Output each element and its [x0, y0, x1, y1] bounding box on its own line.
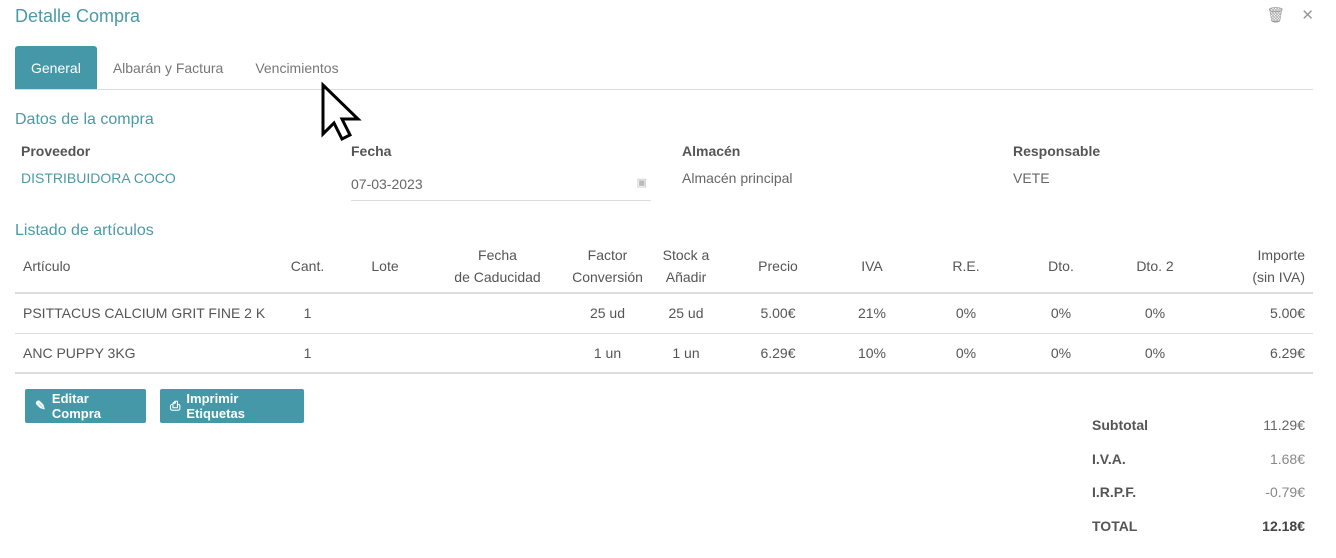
column-header: Stock a Añadir	[645, 240, 727, 294]
column-header: Fecha de Caducidad	[425, 240, 570, 294]
table-cell: 5.00€	[727, 293, 829, 334]
column-header: Lote	[345, 240, 425, 294]
iva-value: 1.68€	[1269, 451, 1305, 467]
table-cell: 1	[270, 293, 345, 334]
irpf-row: I.R.P.F. -0.79€	[1092, 484, 1305, 500]
column-header: Dto.	[1017, 240, 1105, 294]
subtotal-value: 11.29€	[1263, 417, 1305, 433]
irpf-value: -0.79€	[1265, 484, 1305, 500]
articles-table: Artículo Cant. Lote Fecha de Caducidad Factor…	[15, 240, 1313, 374]
mouse-cursor-icon	[321, 82, 362, 142]
proveedor-label: Proveedor	[21, 143, 91, 159]
close-icon[interactable]: ✕	[1301, 7, 1314, 24]
column-header: Cant.	[270, 240, 345, 294]
print-labels-button[interactable]: ⎙ Imprimir Etiquetas	[160, 389, 304, 423]
calendar-icon[interactable]: ▣	[636, 177, 647, 189]
table-cell: 1 un	[645, 333, 727, 374]
table-header: Artículo Cant. Lote Fecha de Caducidad Factor…	[15, 240, 1313, 294]
total-label: TOTAL	[1092, 518, 1138, 534]
table-row[interactable]: PSITTACUS CALCIUM GRIT FINE 2 K 1 25 ud 25 …	[15, 293, 1313, 334]
table-cell: 25 ud	[645, 293, 727, 334]
table-row[interactable]: ANC PUPPY 3KG 1 1 un 1 un 6.29€ 10% 0% 0% 0% 6.29…	[15, 333, 1313, 374]
table-cell: 0%	[1105, 333, 1205, 374]
table-cell: 21%	[829, 293, 915, 334]
print-label: Imprimir Etiquetas	[186, 391, 245, 421]
header-actions: 🗑︎ ✕	[1266, 6, 1314, 24]
table-cell: PSITTACUS CALCIUM GRIT FINE 2 K	[15, 293, 270, 334]
fecha-label: Fecha	[351, 143, 392, 159]
column-header: Dto. 2	[1105, 240, 1205, 294]
tab-vencimientos[interactable]: Vencimientos	[255, 60, 339, 76]
column-header: IVA	[829, 240, 915, 294]
tab-general[interactable]: General	[15, 46, 97, 89]
table-cell	[345, 293, 425, 334]
printer-icon: ⎙	[170, 398, 181, 413]
table-cell: 0%	[915, 333, 1017, 374]
subtotal-row: Subtotal 11.29€	[1092, 417, 1305, 433]
responsable-label: Responsable	[1013, 143, 1101, 159]
irpf-label: I.R.P.F.	[1092, 484, 1137, 500]
table-cell: 6.29€	[1205, 333, 1313, 374]
table-cell: 0%	[1105, 293, 1205, 334]
fecha-value: 07-03-2023	[351, 176, 423, 192]
column-header: Factor Conversión	[570, 240, 645, 294]
table-cell: ANC PUPPY 3KG	[15, 333, 270, 374]
table-cell: 0%	[1017, 333, 1105, 374]
column-header: R.E.	[915, 240, 1017, 294]
column-header: Precio	[727, 240, 829, 294]
table-cell: 25 ud	[570, 293, 645, 334]
total-row: TOTAL 12.18€	[1092, 518, 1305, 534]
total-value: 12.18€	[1262, 518, 1305, 534]
tab-albaran-factura[interactable]: Albarán y Factura	[112, 60, 224, 76]
page-title: Detalle Compra	[15, 6, 141, 26]
fecha-field[interactable]: 07-03-2023 ▣	[351, 168, 651, 201]
section-title-listado: Listado de artículos	[15, 222, 154, 239]
table-cell: 0%	[915, 293, 1017, 334]
trash-icon[interactable]: 🗑︎	[1266, 7, 1286, 24]
table-cell	[425, 333, 570, 374]
table-cell: 1	[270, 333, 345, 374]
table-cell: 1 un	[570, 333, 645, 374]
table-cell: 0%	[1017, 293, 1105, 334]
iva-label: I.V.A.	[1092, 451, 1126, 467]
pencil-icon: ✎	[35, 398, 46, 413]
section-title-datos: Datos de la compra	[15, 111, 154, 128]
tab-bar: General Albarán y Factura Vencimientos	[15, 46, 1313, 90]
edit-purchase-button[interactable]: ✎ Editar Compra	[25, 389, 146, 423]
column-header: Artículo	[15, 240, 270, 294]
iva-row: I.V.A. 1.68€	[1092, 451, 1305, 467]
edit-label: Editar Compra	[51, 391, 102, 421]
table-cell	[345, 333, 425, 374]
responsable-value: VETE	[1013, 170, 1050, 186]
almacen-value: Almacén principal	[682, 170, 793, 186]
table-cell: 6.29€	[727, 333, 829, 374]
column-header: Importe (sin IVA)	[1205, 240, 1313, 294]
table-cell: 5.00€	[1205, 293, 1313, 334]
subtotal-label: Subtotal	[1092, 417, 1148, 433]
table-cell: 10%	[829, 333, 915, 374]
almacen-label: Almacén	[682, 143, 741, 159]
proveedor-link[interactable]: DISTRIBUIDORA COCO	[21, 170, 176, 186]
table-cell	[425, 293, 570, 334]
